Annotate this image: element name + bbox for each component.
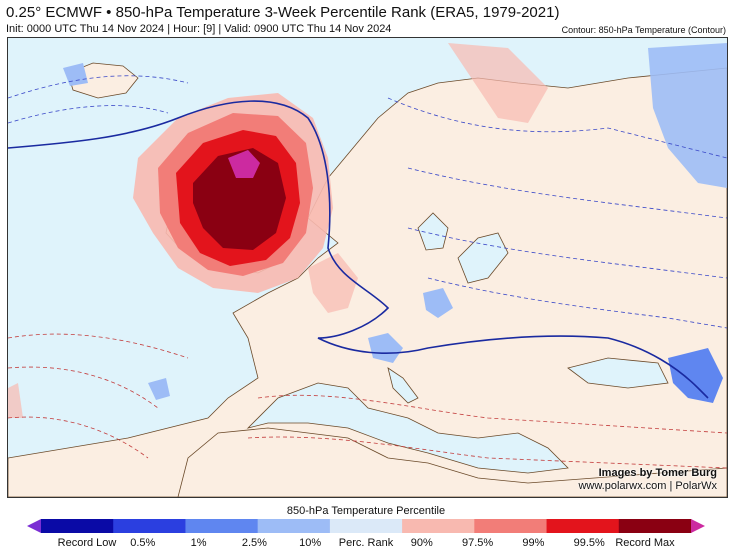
colorbar-swatch (546, 519, 620, 533)
init-valid-info: Init: 0000 UTC Thu 14 Nov 2024 | Hour: [… (6, 23, 392, 35)
colorbar-label: 0.5% (130, 537, 156, 549)
colorbar-label: 90% (410, 537, 433, 549)
baltic-sea (457, 232, 509, 284)
site-credit: www.polarwx.com | PolarWx (578, 480, 717, 492)
zero-isotherm (8, 100, 709, 399)
colorbar-swatch (113, 519, 186, 533)
cold-anomaly (63, 43, 727, 403)
colorbar-swatch (402, 519, 475, 533)
colorbar-label: Record Low (57, 537, 117, 549)
colorbar-label: 97.5% (461, 537, 494, 549)
contour-note: Contour: 850-hPa Temperature (Contour) (561, 25, 726, 35)
colorbar-label: 99.5% (573, 537, 605, 549)
colorbar-label: Record Max (615, 537, 675, 549)
map-canvas (8, 38, 727, 497)
warm-contours (8, 333, 727, 469)
colorbar-label: 10% (299, 537, 322, 549)
colorbar-title: 850-hPa Temperature Percentile (286, 505, 446, 517)
chart-title: 0.25° ECMWF • 850-hPa Temperature 3-Week… (6, 4, 560, 21)
colorbar-swatch (185, 519, 259, 533)
colorbar-swatch (41, 519, 114, 533)
cold-contours (8, 75, 727, 329)
warm-anomaly (133, 93, 333, 293)
mediterranean-sea (246, 212, 669, 474)
black-sea (567, 357, 669, 389)
colorbar-label: 2.5% (241, 537, 267, 549)
warm-patches (8, 43, 548, 418)
colorbar-swatch-record-low (27, 519, 41, 533)
colorbar-swatch-record-max (691, 519, 705, 533)
colorbar-swatch (329, 519, 403, 533)
map-panel: Images by Tomer Burg www.polarwx.com | P… (7, 37, 728, 498)
colorbar-label: 99% (522, 537, 545, 549)
colorbar-label: 1% (190, 537, 207, 549)
colorbar-label: Perc. Rank (338, 537, 394, 549)
colorbar-swatch (618, 519, 692, 533)
colorbar-labels: Record Low 0.5% 1% 2.5% 10% Perc. Rank 90% 97.5… (0, 537, 732, 553)
colorbar-swatch (257, 519, 331, 533)
colorbar-swatch (474, 519, 548, 533)
colorbar (27, 519, 705, 533)
image-credit: Images by Tomer Burg (598, 467, 717, 479)
